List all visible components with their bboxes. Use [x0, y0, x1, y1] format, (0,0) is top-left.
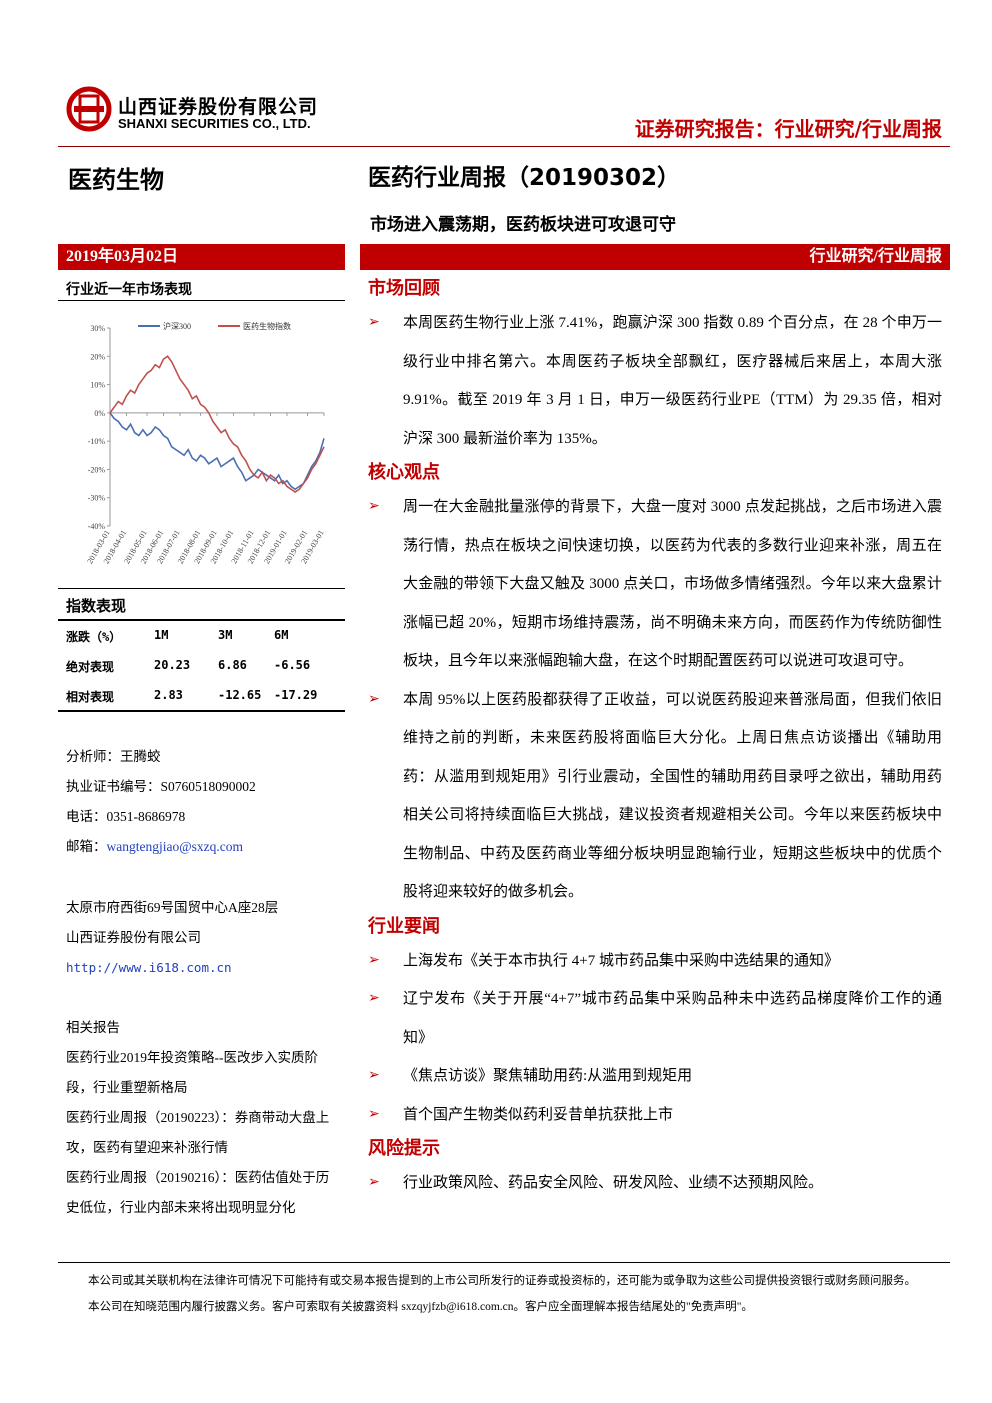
related: 相关报告 医药行业2019年投资策略--医改步入实质阶段，行业重塑新格局 医药行…: [66, 1013, 338, 1223]
footer-rule: [58, 1262, 950, 1263]
related-item[interactable]: 医药行业周报（20190223）：券商带动大盘上攻，医药有望迎来补涨行情: [66, 1110, 330, 1155]
footer: 本公司或其关联机构在法律许可情况下可能持有或交易本报告提到的上市公司所发行的证券…: [88, 1275, 916, 1313]
chart-rule: [58, 588, 345, 589]
table-cell: -6.56: [274, 658, 311, 672]
bullet: 周一在大金融批量涨停的背景下，大盘一度对 3000 点发起挑战，之后市场进入震荡…: [368, 488, 942, 681]
header-rule: [58, 146, 950, 147]
sector: 医药生物: [68, 166, 164, 194]
table-cell: -17.29: [274, 688, 318, 702]
bullet: 上海发布《关于本市执行 4+7 城市药品集中采购中选结果的通知》: [368, 942, 942, 981]
company-cn: 山西证券股份有限公司: [118, 96, 319, 118]
table-cell: -12.65: [218, 688, 262, 702]
table-cell: 20.23: [154, 658, 191, 672]
type-banner: 行业研究/行业周报: [360, 244, 950, 270]
y-tick-label: -40%: [88, 522, 106, 531]
bullet: 本周 95%以上医药股都获得了正收益，可以说医药股迎来普涨局面，但我们依旧维持之…: [368, 681, 942, 912]
analyst: 分析师：王腾蛟: [66, 749, 161, 764]
y-tick-label: 30%: [90, 324, 105, 333]
table-rule: [58, 710, 345, 712]
address-line: 太原市府西街69号国贸中心A座28层: [66, 900, 279, 915]
website[interactable]: http://www.i618.com.cn: [66, 960, 232, 975]
bullet: 本周医药生物行业上涨 7.41%，跑赢沪深 300 指数 0.89 个百分点，在…: [368, 304, 942, 458]
table-rule: [58, 619, 345, 621]
related-item[interactable]: 医药行业2019年投资策略--医改步入实质阶段，行业重塑新格局: [66, 1050, 318, 1095]
company-en: SHANXI SECURITIES CO., LTD.: [118, 116, 311, 131]
bullet: 辽宁发布《关于开展“4+7”城市药品集中采购品种未中选药品梯度降价工作的通知》: [368, 980, 942, 1057]
table-cell: 相对表现: [66, 690, 115, 704]
y-tick-label: -20%: [88, 465, 106, 474]
section-heading: 风险提示: [368, 1138, 440, 1159]
bullet: 首个国产生物类似药利妥昔单抗获批上市: [368, 1096, 942, 1135]
series-line: [109, 412, 325, 491]
body: 市场回顾 本周医药生物行业上涨 7.41%，跑赢沪深 300 指数 0.89 个…: [368, 274, 942, 1203]
report-type: 证券研究报告：行业研究/行业周报: [634, 117, 942, 141]
title: 医药行业周报（20190302）: [368, 165, 681, 191]
chart-caption: 行业近一年市场表现: [66, 282, 192, 298]
date-banner: 2019年03月02日: [58, 244, 345, 270]
contact: 分析师：王腾蛟 执业证书编号：S0760518090002 电话：0351-86…: [66, 742, 256, 862]
bullet: 行业政策风险、药品安全风险、研发风险、业绩不达预期风险。: [368, 1164, 942, 1203]
table-title: 指数表现: [66, 597, 127, 615]
subtitle: 市场进入震荡期，医药板块进可攻退可守: [370, 215, 676, 235]
legend-label: 医药生物指数: [243, 321, 291, 331]
table-cell: 3M: [218, 628, 233, 642]
table-cell: 绝对表现: [66, 660, 115, 674]
table-cell: 6.86: [218, 658, 247, 672]
chart: 30%20%10%0%-10%-20%-30%-40%2018-03-01201…: [85, 321, 325, 565]
section-heading: 行业要闻: [368, 915, 440, 937]
y-tick-label: -10%: [88, 437, 106, 446]
y-tick-label: 20%: [90, 352, 105, 361]
logo: [66, 86, 112, 132]
email-label: 邮箱：: [66, 839, 107, 854]
related-title: 相关报告: [66, 1020, 120, 1035]
section-heading: 市场回顾: [368, 278, 440, 299]
email-row: 邮箱：wangtengjiao@sxzq.com: [66, 832, 256, 862]
address: 太原市府西街69号国贸中心A座28层 山西证券股份有限公司 http://www…: [66, 893, 278, 983]
license: 执业证书编号：S0760518090002: [66, 779, 256, 794]
related-item[interactable]: 医药行业周报（20190216）：医药估值处于历史低位，行业内部未来将出现明显分…: [66, 1170, 330, 1215]
y-tick-label: 10%: [90, 381, 105, 390]
caption-rule: [58, 300, 345, 301]
section-heading: 核心观点: [368, 462, 440, 483]
table-cell: 1M: [154, 628, 169, 642]
table-cell: 涨跌（%）: [66, 630, 122, 644]
legend-label: 沪深300: [163, 321, 191, 331]
bullet: 《焦点访谈》聚焦辅助用药:从滥用到规矩用: [368, 1057, 942, 1096]
email[interactable]: wangtengjiao@sxzq.com: [106, 839, 244, 854]
address-company: 山西证券股份有限公司: [66, 930, 201, 945]
phone: 电话：0351-8686978: [66, 809, 186, 824]
y-tick-label: 0%: [94, 409, 105, 418]
table-cell: 6M: [274, 628, 289, 642]
series-line: [109, 355, 325, 494]
table-cell: 2.83: [154, 688, 183, 702]
y-tick-label: -30%: [88, 494, 106, 503]
